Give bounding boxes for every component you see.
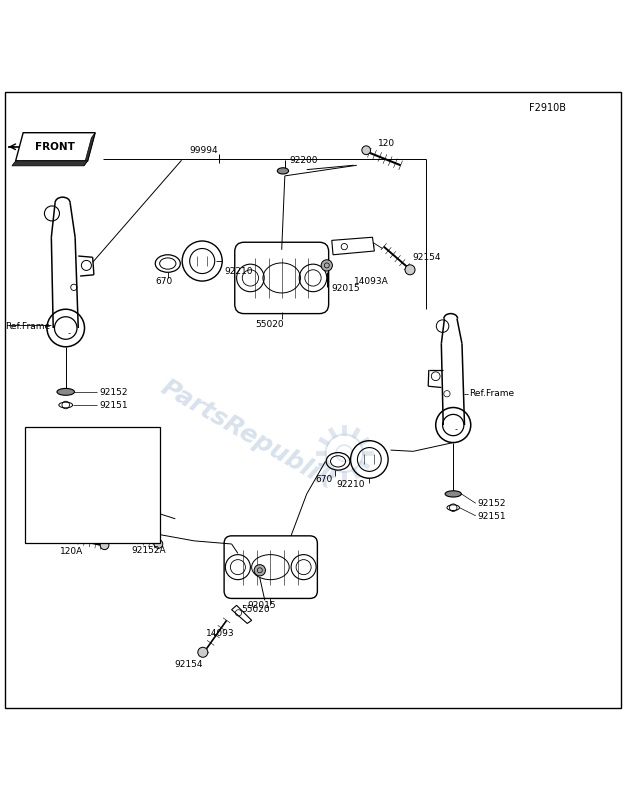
Text: FRONT: FRONT <box>36 142 75 152</box>
Circle shape <box>254 565 265 576</box>
Text: 120: 120 <box>378 139 396 148</box>
Text: 92154: 92154 <box>412 253 441 262</box>
Text: 92152: 92152 <box>99 388 128 397</box>
Text: Ref.Frame: Ref.Frame <box>470 390 515 398</box>
Bar <box>25 427 160 542</box>
Text: 670: 670 <box>155 277 173 286</box>
Circle shape <box>100 541 109 550</box>
Text: PartsRepublik: PartsRepublik <box>156 375 338 494</box>
Text: (for ER650G/H): (for ER650G/H) <box>59 431 125 440</box>
Polygon shape <box>232 606 252 623</box>
Ellipse shape <box>52 454 63 461</box>
Circle shape <box>362 146 371 154</box>
Text: 670: 670 <box>316 475 333 484</box>
Circle shape <box>321 260 332 271</box>
FancyBboxPatch shape <box>235 242 329 314</box>
Circle shape <box>405 265 415 274</box>
Text: 92210: 92210 <box>336 480 365 489</box>
Polygon shape <box>16 133 95 161</box>
Text: 92151: 92151 <box>99 401 128 410</box>
Polygon shape <box>12 161 88 166</box>
Polygon shape <box>84 133 95 166</box>
Ellipse shape <box>277 168 289 174</box>
Text: 14093A: 14093A <box>354 277 389 286</box>
Polygon shape <box>332 238 374 254</box>
Text: 92015: 92015 <box>247 601 276 610</box>
Text: 92151: 92151 <box>477 512 506 521</box>
Circle shape <box>81 479 88 486</box>
Text: 92200: 92200 <box>289 156 318 165</box>
FancyBboxPatch shape <box>224 536 317 598</box>
Text: 92210: 92210 <box>224 266 253 275</box>
Text: 92154: 92154 <box>174 660 203 669</box>
Text: 55020: 55020 <box>255 320 284 330</box>
Text: 92152: 92152 <box>477 499 506 509</box>
Text: 120: 120 <box>38 466 54 474</box>
Circle shape <box>198 647 208 658</box>
Ellipse shape <box>445 490 461 497</box>
Text: F2910B: F2910B <box>529 103 566 114</box>
Text: 120A: 120A <box>59 547 83 556</box>
Circle shape <box>154 539 163 548</box>
Text: 92152A: 92152A <box>131 546 166 554</box>
Text: 14093: 14093 <box>206 629 235 638</box>
Text: 92200: 92200 <box>63 449 90 458</box>
Ellipse shape <box>57 389 74 395</box>
Text: 92015: 92015 <box>332 284 361 293</box>
Text: Ref.Frame: Ref.Frame <box>5 322 50 331</box>
Text: 99994: 99994 <box>190 146 218 155</box>
Text: 55020: 55020 <box>241 606 270 614</box>
